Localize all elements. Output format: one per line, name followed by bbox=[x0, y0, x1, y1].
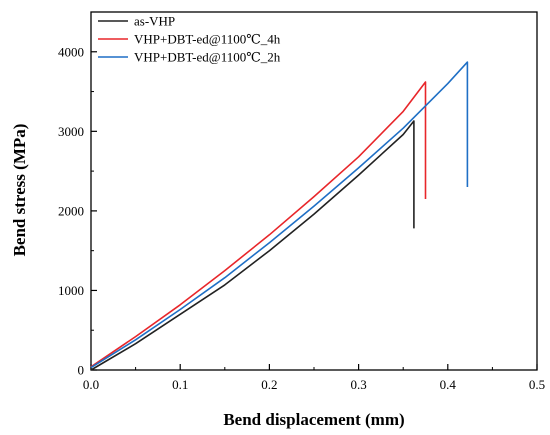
x-tick-label: 0.2 bbox=[261, 377, 277, 392]
x-tick-label: 0.3 bbox=[350, 377, 366, 392]
y-tick-label: 3000 bbox=[58, 124, 84, 139]
legend-label-2: VHP+DBT-ed@1100℃_4h bbox=[134, 32, 281, 47]
y-tick-label: 2000 bbox=[58, 203, 84, 218]
plot-border bbox=[90, 11, 538, 371]
series-line-3 bbox=[90, 61, 469, 369]
legend-label-1: as-VHP bbox=[134, 14, 175, 29]
series-line-2 bbox=[90, 81, 427, 368]
y-axis-title: Bend stress (MPa) bbox=[10, 124, 29, 257]
y-tick-label: 4000 bbox=[58, 44, 84, 59]
legend: as-VHP VHP+DBT-ed@1100℃_4h VHP+DBT-ed@1100… bbox=[98, 14, 281, 65]
legend-label-3: VHP+DBT-ed@1100℃_2h bbox=[134, 50, 281, 65]
axis-ticks: 0.0 0.1 0.2 0.3 0.4 0.5 0 1000 2000 3000 4000 bbox=[58, 44, 545, 392]
x-tick-label: 0.5 bbox=[529, 377, 545, 392]
x-tick-label: 0.1 bbox=[172, 377, 188, 392]
x-axis-title: Bend displacement (mm) bbox=[223, 410, 404, 429]
series-line-1 bbox=[90, 120, 415, 371]
y-tick-label: 0 bbox=[78, 363, 85, 378]
y-tick-label: 1000 bbox=[58, 283, 84, 298]
series-lines bbox=[90, 61, 469, 371]
plot-frame bbox=[90, 11, 538, 371]
x-tick-label: 0.4 bbox=[440, 377, 457, 392]
x-tick-label: 0.0 bbox=[83, 377, 99, 392]
